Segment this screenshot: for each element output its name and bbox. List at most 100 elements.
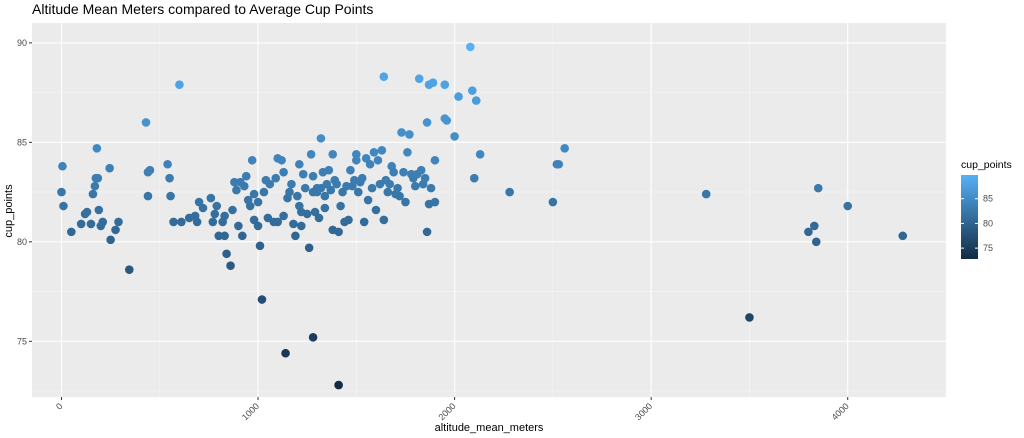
data-point	[403, 148, 412, 157]
data-point	[249, 189, 259, 199]
data-point	[105, 163, 114, 173]
data-point	[320, 191, 330, 201]
y-tick-label: 80	[17, 237, 27, 247]
data-point	[383, 187, 393, 197]
data-point	[238, 231, 247, 241]
data-point	[143, 191, 153, 201]
data-point	[86, 219, 96, 229]
chart-title: Altitude Mean Meters compared to Average…	[32, 1, 373, 17]
data-point	[320, 203, 330, 213]
data-point	[352, 149, 361, 159]
data-point	[357, 173, 367, 183]
legend-tick-label: 75	[983, 243, 993, 253]
data-point	[352, 155, 361, 165]
data-point	[422, 227, 432, 237]
data-point	[59, 201, 68, 211]
data-point	[442, 116, 452, 125]
data-point	[336, 201, 345, 211]
y-tick-label: 85	[17, 137, 27, 147]
data-point	[316, 134, 326, 143]
data-point	[145, 165, 155, 175]
data-point	[57, 187, 66, 197]
data-point	[399, 167, 408, 177]
data-point	[94, 205, 104, 215]
data-point	[253, 221, 263, 231]
data-point	[324, 165, 334, 175]
data-point	[397, 128, 406, 137]
data-point	[239, 181, 249, 191]
plot-panel	[32, 23, 946, 397]
data-point	[428, 78, 438, 87]
data-point	[371, 205, 381, 215]
data-point	[245, 201, 255, 211]
data-point	[88, 189, 98, 199]
data-point	[92, 144, 102, 153]
data-point	[298, 169, 308, 179]
data-point	[554, 159, 564, 169]
data-point	[208, 217, 218, 227]
data-point	[273, 217, 282, 227]
data-point	[124, 265, 134, 274]
data-point	[230, 177, 239, 187]
data-point	[259, 187, 269, 197]
data-point	[241, 171, 251, 181]
data-point	[228, 205, 237, 215]
legend-tick-label: 85	[983, 194, 993, 204]
data-point	[169, 217, 178, 227]
data-point	[226, 261, 235, 271]
data-point	[308, 171, 318, 181]
data-point	[198, 203, 208, 213]
legend-tick-label: 80	[983, 218, 993, 228]
data-point	[363, 195, 373, 205]
data-point	[308, 333, 318, 342]
x-tick-label: 4000	[830, 401, 851, 422]
data-point	[114, 217, 123, 227]
data-point	[467, 86, 477, 95]
legend-title: cup_points	[961, 159, 1012, 171]
data-point	[430, 155, 440, 165]
data-point	[212, 201, 222, 211]
x-axis-title: altitude_mean_meters	[435, 422, 544, 434]
data-point	[401, 197, 410, 207]
data-point	[295, 159, 304, 169]
data-point	[367, 183, 377, 193]
data-point	[175, 80, 184, 89]
data-point	[898, 231, 908, 241]
data-point	[450, 132, 459, 141]
data-point	[289, 219, 298, 229]
data-point	[804, 227, 813, 237]
y-axis-title: cup_points	[3, 184, 15, 238]
data-point	[359, 217, 369, 227]
y-tick-label: 90	[17, 38, 27, 48]
data-point	[277, 155, 286, 165]
data-point	[420, 173, 430, 183]
data-point	[430, 197, 440, 207]
data-point	[440, 80, 450, 89]
data-point	[326, 185, 336, 195]
data-point	[291, 231, 300, 241]
data-point	[843, 201, 853, 211]
y-tick-label: 75	[17, 336, 27, 346]
data-point	[410, 181, 420, 191]
data-point	[414, 74, 424, 84]
data-point	[811, 237, 821, 247]
data-point	[389, 167, 398, 177]
data-point	[287, 179, 296, 189]
data-point	[296, 221, 306, 231]
x-axis: 0 1000 2000 3000 4000	[54, 397, 851, 422]
data-point	[379, 215, 389, 225]
data-point	[255, 241, 265, 251]
data-point	[334, 227, 343, 237]
data-point	[271, 173, 281, 183]
data-point	[379, 72, 389, 82]
data-point	[314, 213, 324, 223]
data-point	[369, 148, 379, 157]
data-point	[58, 161, 67, 171]
data-point	[342, 181, 351, 191]
legend-colorbar	[961, 175, 978, 259]
data-point	[548, 197, 558, 207]
data-point	[257, 295, 267, 304]
data-point	[810, 221, 819, 231]
data-point	[265, 179, 275, 189]
data-point	[281, 348, 290, 358]
